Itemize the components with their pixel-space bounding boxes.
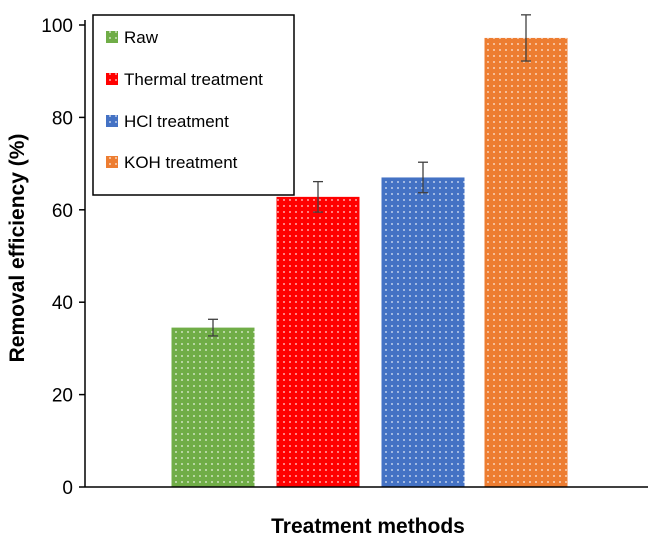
y-tick-label: 60 xyxy=(52,201,73,222)
legend-label: Raw xyxy=(124,28,159,47)
y-axis-title: Removal efficiency (%) xyxy=(6,134,29,363)
y-tick-label: 40 xyxy=(52,293,73,314)
legend-label: HCl treatment xyxy=(124,112,229,131)
legend-swatch-dots xyxy=(106,115,118,127)
legend-label: Thermal treatment xyxy=(124,70,263,89)
bar-dot-overlay xyxy=(171,327,255,487)
legend-swatch-dots xyxy=(106,156,118,168)
bar-dot-overlay xyxy=(484,37,568,487)
y-tick-label: 20 xyxy=(52,386,73,407)
y-tick-label: 80 xyxy=(52,108,73,129)
legend-box xyxy=(92,14,295,196)
y-tick-label: 100 xyxy=(41,16,73,37)
bar-dot-overlay xyxy=(276,196,360,487)
legend-label: KOH treatment xyxy=(124,153,238,172)
bar-dot-overlay xyxy=(381,177,465,487)
legend-swatch-dots xyxy=(106,31,118,43)
y-tick-label: 0 xyxy=(62,478,73,499)
x-axis-title: Treatment methods xyxy=(271,515,465,538)
legend-swatch-dots xyxy=(106,73,118,85)
